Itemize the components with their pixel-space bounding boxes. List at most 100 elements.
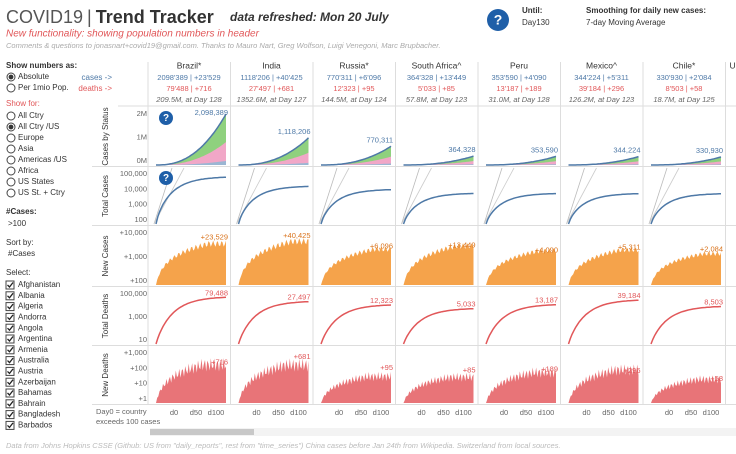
help-icon[interactable]: ?: [163, 113, 169, 124]
country-name[interactable]: Uni: [730, 60, 736, 70]
checkbox-label[interactable]: Austria: [18, 367, 43, 376]
checkbox-label[interactable]: Barbados: [18, 421, 52, 430]
radio-label[interactable]: Africa: [18, 166, 39, 175]
checkbox-label[interactable]: Argentina: [18, 334, 53, 343]
checkbox-label[interactable]: Algeria: [18, 302, 43, 311]
checkbox[interactable]: [5, 323, 15, 333]
help-button[interactable]: [159, 171, 173, 185]
country-name[interactable]: Russia*: [339, 60, 369, 70]
reference-line: [236, 167, 255, 225]
new-cases-annotation: +40,425: [283, 231, 310, 240]
radio[interactable]: [6, 83, 16, 93]
checkbox[interactable]: [5, 280, 15, 290]
title-right: Trend Tracker: [96, 7, 214, 27]
footer: Data from Johns Hopkins CSSE (Github: US…: [6, 441, 561, 450]
radio-label[interactable]: All Ctry /US: [18, 122, 59, 131]
country-deaths: 39'184 | +296: [579, 84, 624, 93]
checkbox[interactable]: [5, 420, 15, 430]
area-recovered: [568, 161, 639, 165]
x-tick-label: d50: [602, 408, 615, 417]
checkbox-label[interactable]: Afghanistan: [18, 280, 60, 289]
area-active: [568, 156, 639, 165]
y-tick-label: 1,000: [128, 200, 147, 209]
checkbox[interactable]: [5, 399, 15, 409]
total-deaths-line: [402, 307, 474, 345]
checkbox[interactable]: [5, 312, 15, 322]
radio-label[interactable]: Absolute: [18, 72, 50, 81]
checkbox[interactable]: [5, 410, 15, 420]
checkbox[interactable]: [5, 366, 15, 376]
deaths-annotation: 39,184: [618, 291, 641, 300]
checkbox[interactable]: [5, 388, 15, 398]
checkbox-label[interactable]: Azerbaijan: [18, 377, 56, 386]
help-button[interactable]: [159, 111, 173, 125]
x-tick-label: d50: [685, 408, 698, 417]
checkbox[interactable]: [5, 377, 15, 387]
sort-value[interactable]: #Cases: [8, 249, 35, 258]
radio-label[interactable]: US States: [18, 177, 54, 186]
checkbox[interactable]: [5, 334, 15, 344]
radio[interactable]: [6, 133, 16, 143]
radio-label[interactable]: US St. + Ctry: [18, 188, 65, 197]
checkbox[interactable]: [5, 356, 15, 366]
radio-label[interactable]: Asia: [18, 144, 34, 153]
radio[interactable]: [6, 144, 16, 154]
checkbox-label[interactable]: Australia: [18, 356, 50, 365]
filter-value[interactable]: >100: [8, 219, 27, 228]
radio-label[interactable]: Americas /US: [18, 155, 67, 164]
area-recovered: [486, 161, 556, 165]
radio[interactable]: [6, 177, 16, 187]
radio[interactable]: [6, 166, 16, 176]
checkbox-label[interactable]: Angola: [18, 323, 43, 332]
radio-label[interactable]: Per 1mio Pop.: [18, 83, 69, 92]
checkbox[interactable]: [5, 302, 15, 312]
checkbox-label[interactable]: Andorra: [18, 313, 47, 322]
checkbox-label[interactable]: Albania: [18, 291, 45, 300]
country-name[interactable]: Brazil*: [177, 60, 202, 70]
radio-label[interactable]: Europe: [18, 133, 44, 142]
radio[interactable]: [6, 111, 16, 121]
country-name[interactable]: South Africa^: [412, 60, 462, 70]
checkmark: [7, 292, 14, 299]
checkbox[interactable]: [5, 291, 15, 301]
checkbox[interactable]: [5, 345, 15, 355]
checkmark: [7, 282, 14, 288]
country-name[interactable]: Mexico^: [586, 60, 617, 70]
smoothing-value[interactable]: 7-day Moving Average: [586, 18, 666, 27]
help-icon[interactable]: ?: [163, 173, 169, 184]
cases-line: [651, 156, 722, 166]
radio-label[interactable]: All Ctry: [18, 111, 44, 120]
checkbox-label[interactable]: Bahrain: [18, 399, 46, 408]
new-deaths-annotation: +296: [624, 366, 641, 375]
checkbox-label[interactable]: Bahamas: [18, 388, 52, 397]
y-tick-label: +1,000: [124, 252, 147, 261]
day0-note: exceeds 100 cases: [96, 417, 160, 426]
country-name[interactable]: Peru: [510, 60, 528, 70]
country-population: 209.5M, at Day 128: [155, 95, 222, 104]
x-tick-label: d0: [582, 408, 590, 417]
scrollbar-thumb[interactable]: [150, 429, 254, 435]
area-deaths: [321, 163, 391, 165]
radio[interactable]: [6, 155, 16, 165]
help-button[interactable]: [487, 9, 509, 31]
country-name[interactable]: India: [262, 60, 281, 70]
row-label: New Cases: [101, 236, 110, 277]
help-icon[interactable]: ?: [494, 12, 503, 28]
section-label: #Cases:: [6, 207, 37, 216]
country-name[interactable]: Chile*: [673, 60, 696, 70]
country-deaths: 12'323 | +95: [333, 84, 374, 93]
new-cases-annotation: +13,449: [448, 240, 475, 249]
area-deaths: [156, 160, 226, 165]
checkmark: [7, 357, 14, 364]
radio[interactable]: [6, 188, 16, 198]
x-tick-label: d100: [373, 408, 390, 417]
until-value[interactable]: Day130: [522, 18, 550, 27]
area-deaths: [238, 162, 309, 165]
new-deaths-annotation: +716: [211, 357, 228, 366]
checkbox-label[interactable]: Armenia: [18, 345, 48, 354]
total-deaths-line: [155, 296, 227, 345]
scrollbar[interactable]: [150, 428, 736, 436]
country-cases: 770'311 | +6'096: [327, 73, 382, 82]
checkbox-label[interactable]: Bangladesh: [18, 410, 60, 419]
radio-dot: [8, 124, 14, 130]
